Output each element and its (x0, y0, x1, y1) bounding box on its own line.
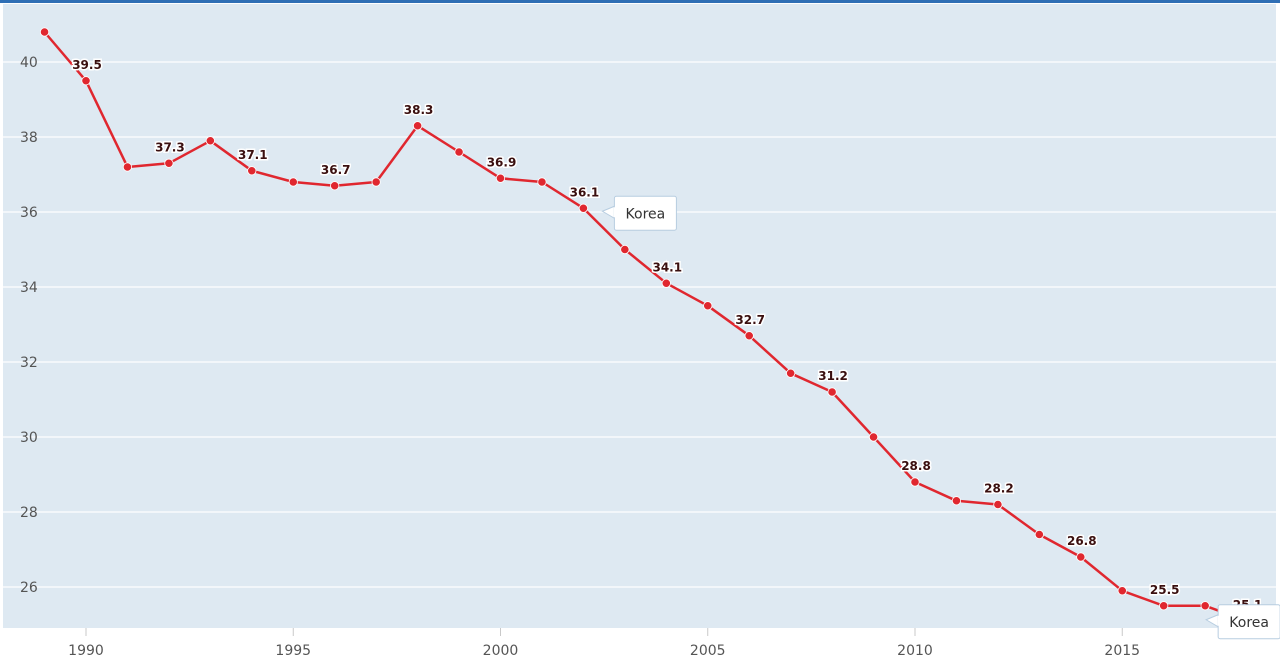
data-point-2000[interactable] (495, 173, 506, 183)
y-tick-label-38: 38 (20, 130, 38, 146)
data-point-2002[interactable] (578, 203, 589, 213)
data-point-2014[interactable] (1076, 552, 1086, 562)
data-label-1998: 38.3 (404, 103, 434, 117)
data-point-1994[interactable] (247, 166, 257, 176)
data-point-2006[interactable] (744, 331, 754, 341)
data-label-2014: 26.8 (1067, 534, 1097, 548)
x-tick-label-1995: 1995 (275, 643, 311, 659)
data-label-2016: 25.5 (1150, 583, 1180, 597)
data-point-2010[interactable] (910, 477, 920, 487)
x-tick-label-1990: 1990 (68, 643, 104, 659)
data-label-1990: 39.5 (72, 58, 102, 72)
y-tick-label-32: 32 (20, 355, 38, 371)
data-label-2012: 28.2 (984, 482, 1014, 496)
data-point-1996[interactable] (330, 181, 340, 191)
y-tick-label-40: 40 (20, 55, 38, 71)
data-point-2012[interactable] (993, 499, 1003, 510)
data-point-2013[interactable] (1034, 529, 1044, 540)
chart-top-border (0, 0, 1280, 3)
data-point-2003[interactable] (620, 244, 630, 255)
data-point-2004[interactable] (661, 278, 671, 288)
data-label-1994: 37.1 (238, 148, 268, 162)
x-tick-label-2015: 2015 (1104, 643, 1140, 659)
callout-joint-2017 (1217, 615, 1220, 626)
data-label-1996: 36.7 (321, 163, 351, 177)
data-point-2009[interactable] (868, 432, 879, 442)
data-label-2002: 36.1 (570, 185, 600, 199)
data-point-2015[interactable] (1117, 586, 1127, 596)
callout-joint-2002 (613, 207, 616, 218)
y-tick-label-28: 28 (20, 505, 38, 521)
data-label-2010: 28.8 (901, 459, 931, 473)
data-point-2017[interactable] (1200, 601, 1210, 611)
data-label-2000: 36.9 (487, 155, 517, 169)
data-label-2004: 34.1 (652, 260, 682, 274)
data-point-1992[interactable] (164, 158, 174, 168)
data-point-1990[interactable] (81, 76, 91, 86)
data-point-1997[interactable] (371, 177, 381, 187)
series-line (43, 30, 1248, 623)
callout-label-2002: Korea (626, 206, 666, 222)
data-point-1989[interactable] (39, 27, 50, 37)
data-label-2008: 31.2 (818, 369, 848, 383)
x-tick-label-2000: 2000 (483, 643, 519, 659)
data-point-1998[interactable] (412, 121, 423, 131)
data-point-2001[interactable] (537, 177, 547, 187)
data-point-2011[interactable] (951, 496, 962, 506)
callout-label-2017: Korea (1229, 615, 1269, 631)
data-point-2005[interactable] (703, 301, 713, 311)
plot-area (3, 4, 1276, 628)
y-tick-label-36: 36 (20, 205, 38, 221)
data-point-1995[interactable] (288, 177, 298, 187)
data-label-1992: 37.3 (155, 140, 185, 154)
data-point-1999[interactable] (454, 147, 464, 157)
data-point-2016[interactable] (1159, 601, 1169, 611)
y-tick-label-26: 26 (20, 580, 38, 596)
x-tick-label-2005: 2005 (690, 643, 726, 659)
data-label-2006: 32.7 (735, 313, 765, 327)
y-tick-label-34: 34 (20, 280, 38, 296)
y-tick-label-30: 30 (20, 430, 38, 446)
data-point-1993[interactable] (205, 136, 215, 146)
data-point-2008[interactable] (827, 387, 837, 397)
x-tick-label-2010: 2010 (897, 643, 933, 659)
data-point-2007[interactable] (786, 368, 796, 378)
data-point-1991[interactable] (122, 162, 133, 172)
